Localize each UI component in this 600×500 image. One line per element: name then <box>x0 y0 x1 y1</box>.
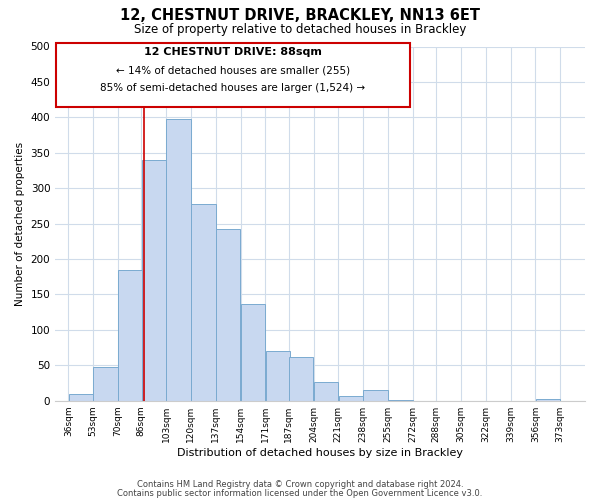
Bar <box>166 119 191 400</box>
Bar <box>191 204 215 400</box>
Text: Contains public sector information licensed under the Open Government Licence v3: Contains public sector information licen… <box>118 488 482 498</box>
Bar <box>338 396 363 400</box>
Bar <box>94 368 118 400</box>
Bar <box>364 390 388 400</box>
Bar <box>118 270 143 400</box>
Bar <box>216 228 241 400</box>
Bar <box>314 382 338 400</box>
Bar <box>68 394 93 400</box>
Bar <box>266 351 290 401</box>
Bar <box>241 304 265 400</box>
Text: Size of property relative to detached houses in Brackley: Size of property relative to detached ho… <box>134 22 466 36</box>
X-axis label: Distribution of detached houses by size in Brackley: Distribution of detached houses by size … <box>177 448 463 458</box>
Bar <box>142 160 166 400</box>
Y-axis label: Number of detached properties: Number of detached properties <box>15 142 25 306</box>
Bar <box>536 398 560 400</box>
Bar <box>289 357 313 401</box>
Text: Contains HM Land Registry data © Crown copyright and database right 2024.: Contains HM Land Registry data © Crown c… <box>137 480 463 489</box>
Text: 12, CHESTNUT DRIVE, BRACKLEY, NN13 6ET: 12, CHESTNUT DRIVE, BRACKLEY, NN13 6ET <box>120 8 480 22</box>
Bar <box>56 43 410 106</box>
Text: 85% of semi-detached houses are larger (1,524) →: 85% of semi-detached houses are larger (… <box>100 83 365 93</box>
Text: ← 14% of detached houses are smaller (255): ← 14% of detached houses are smaller (25… <box>116 66 350 76</box>
Text: 12 CHESTNUT DRIVE: 88sqm: 12 CHESTNUT DRIVE: 88sqm <box>144 47 322 57</box>
